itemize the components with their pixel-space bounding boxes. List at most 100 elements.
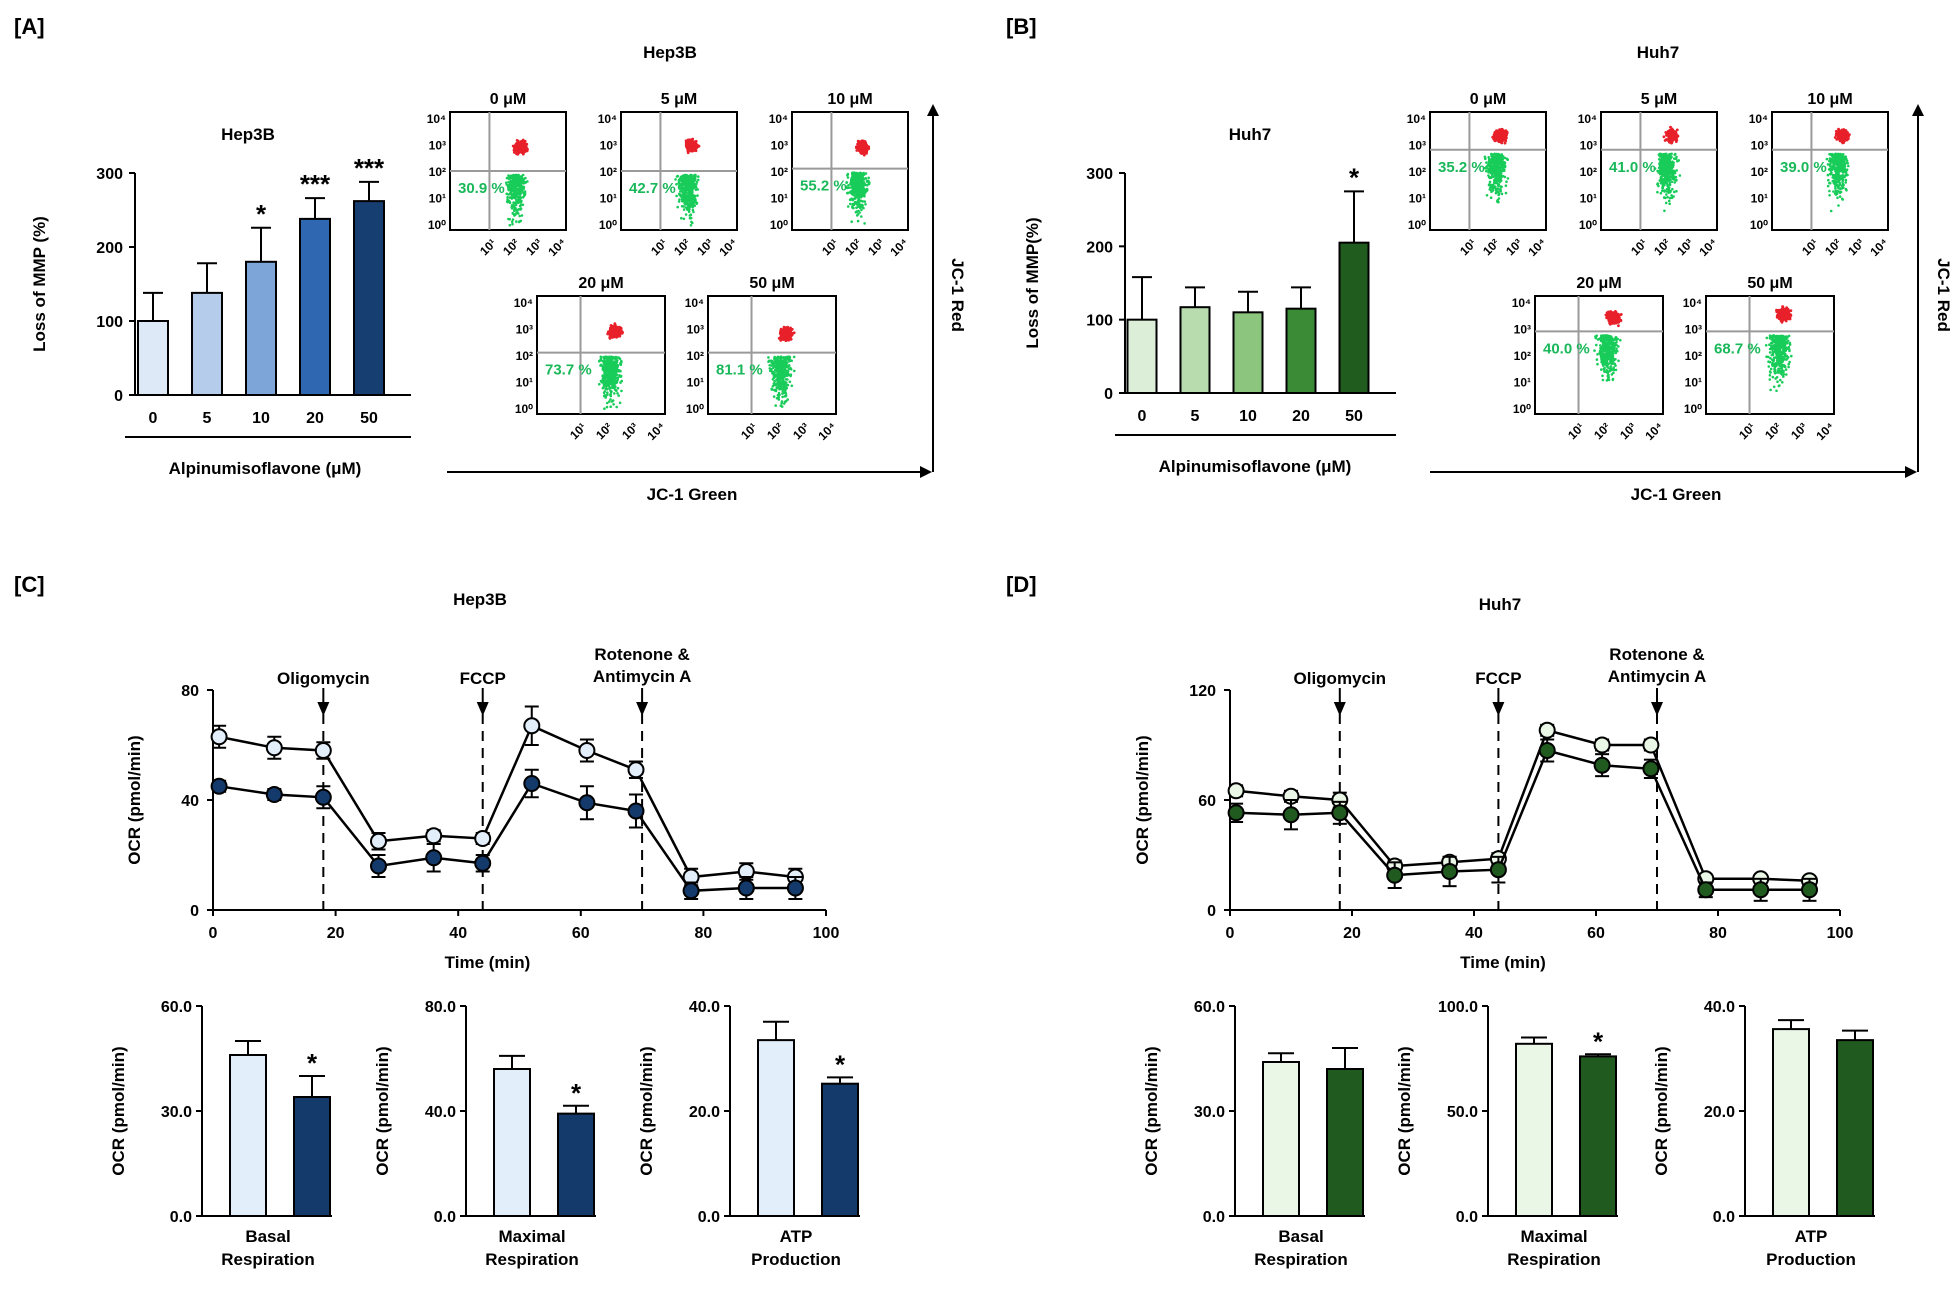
green-dot bbox=[691, 208, 695, 212]
green-dot bbox=[620, 359, 623, 363]
flow-x-decade: 10³ bbox=[790, 420, 812, 442]
green-dot bbox=[683, 194, 686, 197]
red-dot bbox=[608, 336, 612, 339]
red-dot bbox=[523, 149, 527, 153]
green-dot bbox=[604, 362, 607, 365]
flow-y-decade: 10⁰ bbox=[1408, 218, 1426, 232]
red-dot bbox=[1499, 140, 1502, 144]
green-dot bbox=[775, 396, 779, 400]
green-dot bbox=[1658, 169, 1661, 172]
red-dot bbox=[860, 150, 864, 154]
red-dot bbox=[858, 141, 861, 145]
red-dot bbox=[694, 149, 698, 153]
green-dot bbox=[1666, 195, 1669, 199]
flow-x-decade: 10³ bbox=[523, 236, 545, 258]
green-dot bbox=[610, 356, 614, 360]
green-dot bbox=[851, 205, 854, 208]
green-dot bbox=[1495, 163, 1499, 167]
green-dot bbox=[697, 178, 700, 182]
green-dot bbox=[786, 378, 789, 381]
red-dot bbox=[612, 324, 616, 328]
flow-y-decade: 10¹ bbox=[516, 376, 533, 390]
green-dot bbox=[515, 220, 518, 223]
flow-y-decade: 10¹ bbox=[429, 192, 446, 206]
green-dot bbox=[680, 195, 683, 198]
flow-x-decade: 10³ bbox=[619, 420, 641, 442]
bar bbox=[1285, 307, 1317, 394]
bar-chart-title: Hep3B bbox=[221, 125, 275, 144]
green-dot bbox=[772, 395, 776, 398]
bar bbox=[1126, 318, 1158, 394]
green-dot bbox=[846, 176, 850, 179]
flow-y-decade: 10² bbox=[516, 349, 533, 363]
green-dot bbox=[1485, 161, 1488, 164]
green-dot bbox=[789, 373, 793, 377]
green-dot bbox=[515, 211, 519, 214]
x-tick-label: 0 bbox=[149, 410, 158, 427]
green-dot bbox=[1500, 163, 1504, 166]
green-dot bbox=[518, 214, 521, 218]
green-dot bbox=[614, 385, 617, 388]
red-dot bbox=[521, 144, 524, 147]
flow-y-decade: 10⁰ bbox=[599, 218, 617, 232]
red-dot bbox=[614, 331, 617, 335]
green-dot bbox=[1664, 153, 1667, 157]
flow-plot-title: 5 μM bbox=[1641, 91, 1677, 108]
green-dot bbox=[609, 389, 612, 392]
bar bbox=[1338, 241, 1370, 394]
panel-label-b: [B] bbox=[1006, 14, 1037, 39]
green-dot bbox=[616, 392, 619, 395]
green-dot bbox=[1663, 174, 1667, 178]
green-dot bbox=[616, 386, 620, 390]
x-tick-label: 20 bbox=[1292, 408, 1310, 425]
flow-x-decade: 10¹ bbox=[1628, 236, 1650, 258]
green-dot bbox=[607, 366, 610, 369]
green-dot bbox=[686, 187, 689, 191]
green-dot bbox=[507, 180, 511, 184]
flow-y-decade: 10³ bbox=[516, 323, 533, 337]
green-dot bbox=[1665, 193, 1668, 196]
green-dot bbox=[614, 355, 618, 359]
green-dot bbox=[858, 211, 861, 214]
green-dot bbox=[1657, 166, 1661, 170]
green-dot bbox=[610, 366, 613, 370]
green-dot bbox=[770, 387, 773, 391]
green-dot bbox=[508, 223, 512, 227]
green-dot bbox=[1657, 184, 1660, 188]
green-dot bbox=[1678, 174, 1682, 177]
flow-y-decade: 10⁴ bbox=[1578, 112, 1597, 126]
green-dot bbox=[864, 203, 867, 206]
green-dot bbox=[1666, 162, 1669, 166]
green-dot bbox=[515, 208, 518, 211]
flow-x-decade: 10² bbox=[1480, 236, 1502, 258]
red-dot bbox=[612, 335, 616, 339]
green-dot bbox=[783, 380, 786, 384]
green-dot bbox=[857, 182, 860, 186]
green-dot bbox=[1499, 169, 1503, 173]
flow-plot-title: 50 μM bbox=[749, 275, 794, 292]
gated-percentage: 35.2 % bbox=[1438, 159, 1485, 176]
green-dot bbox=[1668, 171, 1671, 175]
green-dot bbox=[862, 178, 866, 181]
y-tick-label: 100 bbox=[1086, 313, 1113, 330]
red-dot bbox=[1666, 139, 1670, 142]
green-dot bbox=[518, 191, 522, 195]
green-dot bbox=[517, 195, 520, 199]
green-dot bbox=[526, 180, 529, 183]
green-dot bbox=[1668, 154, 1671, 157]
panel-label-a: [A] bbox=[14, 14, 45, 39]
green-dot bbox=[510, 196, 514, 200]
flow-x-decade: 10² bbox=[593, 420, 615, 442]
green-dot bbox=[688, 195, 692, 199]
green-dot bbox=[602, 369, 606, 372]
green-dot bbox=[1663, 183, 1666, 187]
green-dot bbox=[692, 201, 696, 204]
green-dot bbox=[602, 367, 606, 370]
green-dot bbox=[513, 209, 516, 212]
green-dot bbox=[1664, 201, 1668, 205]
red-dot bbox=[780, 337, 784, 341]
green-dot bbox=[689, 213, 693, 216]
green-dot bbox=[771, 363, 775, 366]
